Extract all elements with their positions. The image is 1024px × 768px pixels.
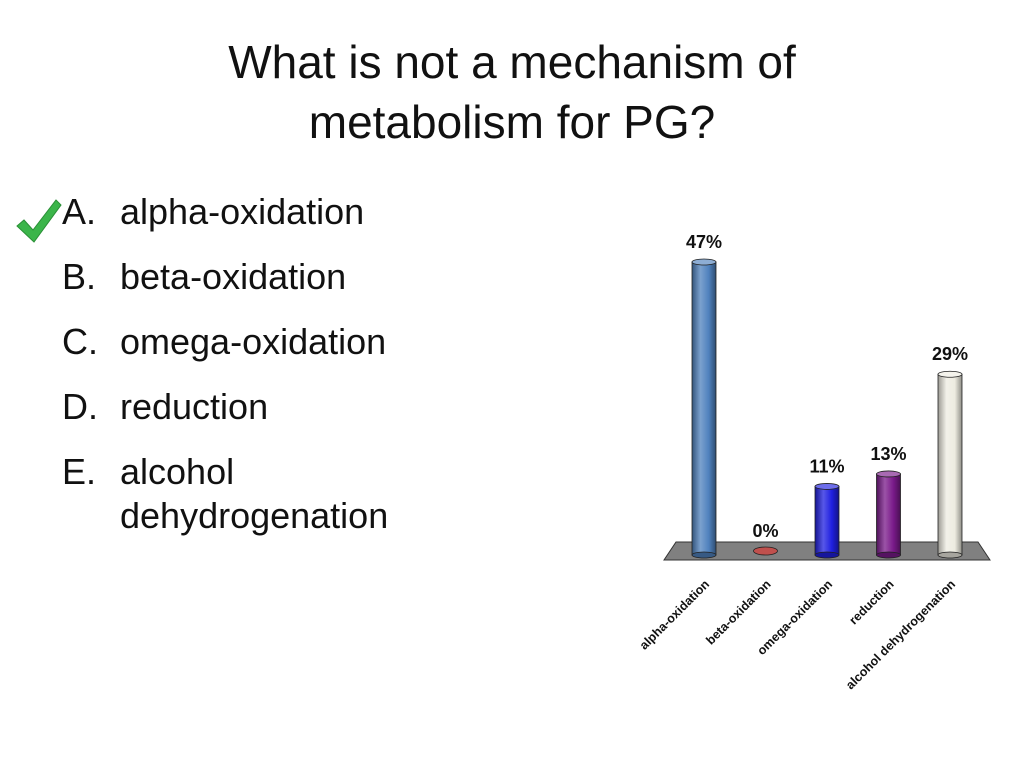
answer-option-c: C. omega-oxidation [62, 320, 460, 364]
checkmark-icon [16, 199, 62, 243]
chart-value-label: 11% [809, 456, 844, 476]
chart-category-label: beta-oxidation [703, 577, 773, 647]
answer-option-a: A. alpha-oxidation [62, 190, 460, 234]
answer-letter: B. [62, 256, 97, 297]
chart-bar-top [937, 370, 963, 378]
answer-text: alcohol dehydrogenation [120, 451, 389, 536]
chart-bar-base [691, 551, 717, 559]
answer-letter: C. [62, 321, 98, 362]
chart-value-label: 47% [686, 232, 722, 252]
answer-text: omega-oxidation [120, 321, 387, 362]
chart-value-label: 29% [932, 344, 968, 364]
chart-category-label: alcohol dehydrogenation [843, 577, 958, 692]
chart-bar-base [814, 551, 840, 559]
chart-bar-2 [753, 546, 778, 556]
results-bar-chart: 47%alpha-oxidation0%beta-oxidation11%ome… [637, 232, 991, 692]
chart-category-label: reduction [846, 577, 896, 627]
chart-bar-top [753, 546, 778, 556]
chart-bar-3 [814, 483, 840, 559]
chart-value-label: 0% [752, 521, 778, 541]
answer-letter: A. [62, 191, 97, 232]
chart-bar-top [876, 470, 901, 478]
chart-bar-body [937, 373, 963, 556]
chart-bar-1 [691, 258, 717, 559]
chart-bar-body [876, 473, 901, 556]
answer-option-d: D. reduction [62, 385, 460, 429]
chart-bar-body [691, 261, 717, 556]
answer-option-b: B. beta-oxidation [62, 255, 460, 299]
chart-bar-top [814, 483, 840, 490]
answer-letter: E. [62, 451, 97, 492]
chart-bar-base [876, 551, 901, 559]
chart-bar-base [937, 551, 963, 559]
answer-list: A. alpha-oxidation B. beta-oxidation C. … [62, 190, 460, 559]
chart-value-label: 13% [870, 444, 906, 464]
slide-title: What is not a mechanism of metabolism fo… [0, 32, 1024, 152]
chart-bar-top [691, 258, 717, 266]
chart-bar-5 [937, 370, 963, 559]
chart-bar-body [814, 486, 840, 556]
answer-text: reduction [120, 386, 269, 427]
slide-title-line-1: What is not a mechanism of [228, 36, 796, 88]
answer-text: beta-oxidation [120, 256, 347, 297]
slide-title-line-2: metabolism for PG? [308, 96, 716, 148]
answer-letter: D. [62, 386, 98, 427]
answer-text: alpha-oxidation [120, 191, 365, 232]
answer-option-e: E. alcohol dehydrogenation [62, 450, 460, 538]
chart-category-label: alpha-oxidation [637, 577, 712, 652]
chart-bar-4 [876, 470, 901, 559]
